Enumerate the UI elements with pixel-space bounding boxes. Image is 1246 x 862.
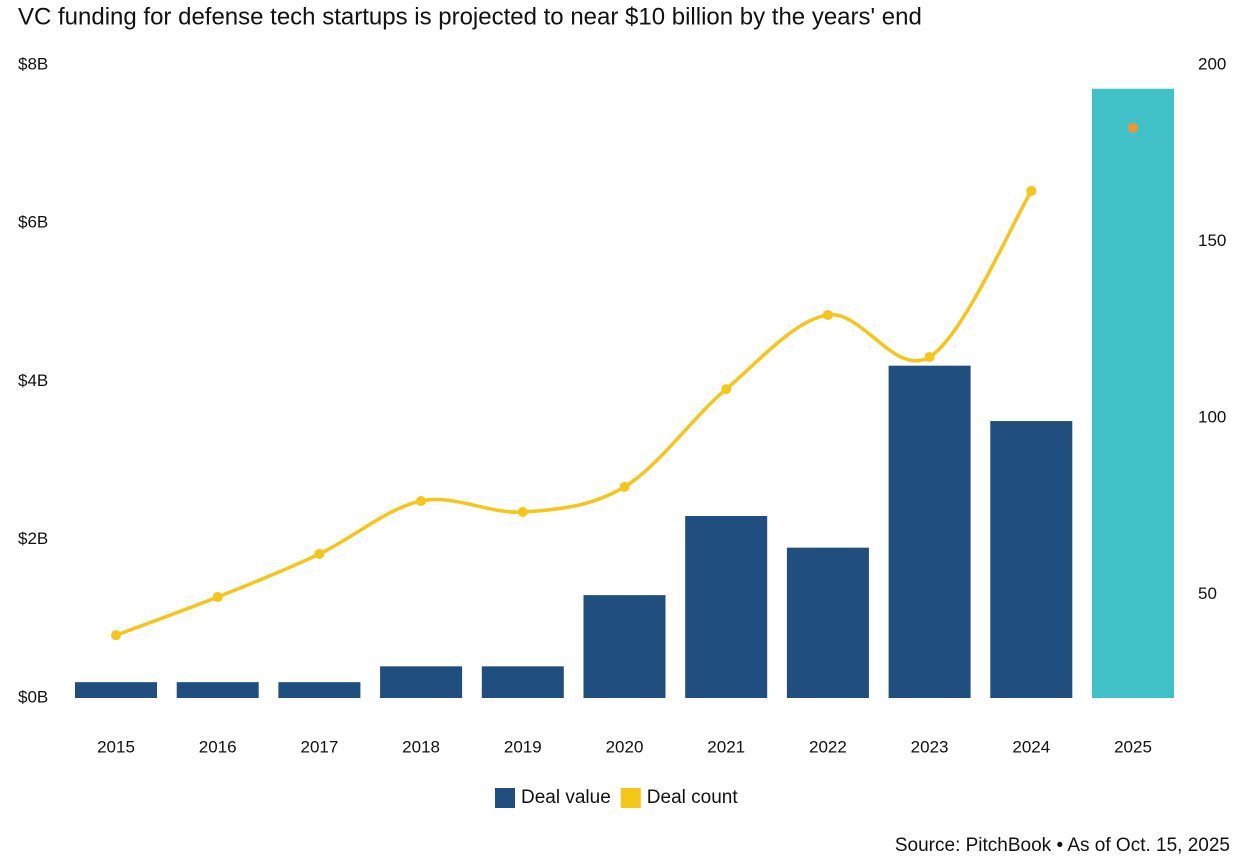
x-tick-label: 2016 [199, 737, 237, 756]
projected-point [1128, 122, 1138, 133]
line-point [111, 630, 121, 641]
bar [176, 682, 259, 698]
legend-swatch [620, 788, 641, 808]
bar [786, 547, 869, 698]
line-point [924, 351, 935, 362]
y-tick-label: $0B [18, 687, 48, 706]
y2-tick-label: 50 [1198, 584, 1217, 603]
y-tick-label: $2B [18, 529, 48, 548]
legend-label: Deal count [647, 787, 739, 808]
legend-label: Deal value [521, 787, 611, 808]
y2-tick-label: 200 [1198, 54, 1226, 73]
y2-tick-label: 150 [1198, 231, 1226, 250]
x-tick-label: 2020 [606, 737, 644, 756]
x-tick-label: 2019 [504, 737, 542, 756]
bar [990, 421, 1073, 698]
bar [1092, 88, 1174, 699]
x-tick-label: 2024 [1012, 737, 1050, 756]
y2-tick-label: 100 [1198, 408, 1226, 427]
x-tick-label: 2018 [402, 737, 440, 756]
y-tick-label: $6B [18, 213, 48, 232]
y-tick-label: $4B [18, 371, 48, 390]
legend-swatch [495, 788, 515, 808]
y-tick-label: $8B [18, 54, 48, 73]
line-point [416, 496, 427, 507]
line-point [212, 592, 223, 603]
line-point [517, 506, 528, 517]
source-note: Source: PitchBook • As of Oct. 15, 2025 [895, 835, 1230, 856]
chart-title: VC funding for defense tech startups is … [18, 3, 922, 30]
line-point [314, 548, 325, 559]
x-tick-label: 2021 [707, 737, 745, 756]
line-point [721, 384, 732, 395]
line-point [619, 481, 630, 492]
bar [583, 595, 666, 698]
bar [685, 516, 768, 698]
x-tick-label: 2025 [1114, 737, 1152, 756]
line-point [1026, 186, 1037, 197]
x-tick-label: 2023 [911, 737, 949, 756]
bar [888, 365, 971, 698]
bar [481, 666, 564, 698]
line [115, 190, 1033, 637]
bar [278, 682, 361, 698]
line-point [822, 309, 833, 320]
x-tick-label: 2022 [809, 737, 847, 756]
x-tick-label: 2015 [97, 737, 135, 756]
bar [380, 666, 463, 698]
bar [75, 682, 157, 698]
x-tick-label: 2017 [300, 737, 338, 756]
